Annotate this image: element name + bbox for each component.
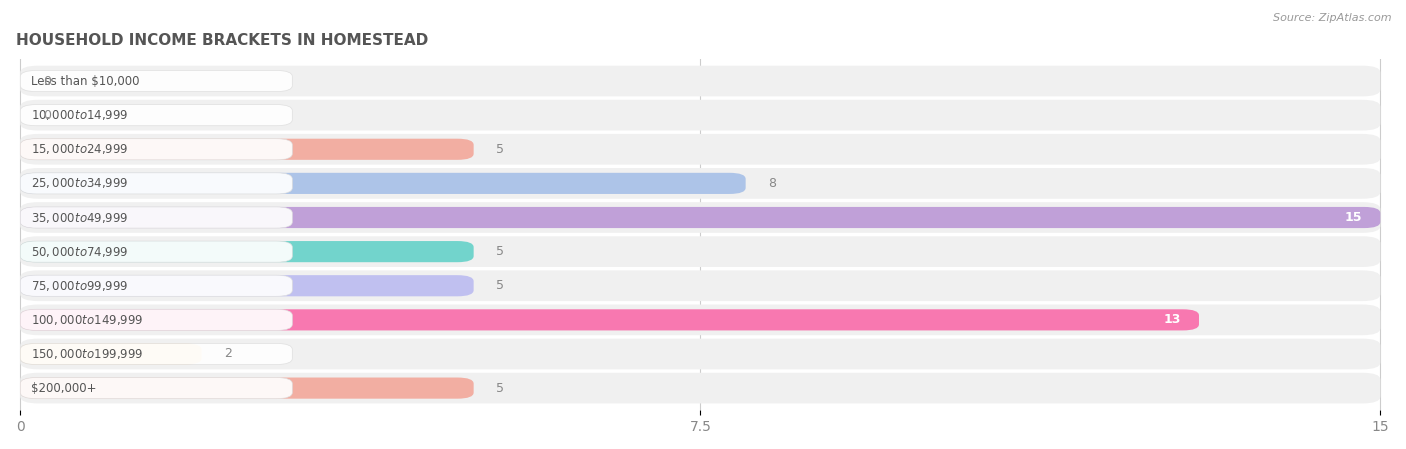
Text: $50,000 to $74,999: $50,000 to $74,999 [31,245,129,259]
FancyBboxPatch shape [20,100,1381,131]
FancyBboxPatch shape [20,378,292,399]
FancyBboxPatch shape [20,275,292,296]
Text: 8: 8 [768,177,776,190]
Text: $100,000 to $149,999: $100,000 to $149,999 [31,313,143,327]
Text: 2: 2 [225,348,232,361]
FancyBboxPatch shape [20,309,1199,330]
Text: $150,000 to $199,999: $150,000 to $199,999 [31,347,143,361]
Text: $25,000 to $34,999: $25,000 to $34,999 [31,176,129,190]
FancyBboxPatch shape [20,236,1381,267]
Text: $10,000 to $14,999: $10,000 to $14,999 [31,108,129,122]
FancyBboxPatch shape [20,207,292,228]
FancyBboxPatch shape [20,66,1381,97]
FancyBboxPatch shape [20,275,474,296]
Text: 5: 5 [496,279,505,292]
FancyBboxPatch shape [20,139,474,160]
Text: 13: 13 [1164,313,1181,326]
FancyBboxPatch shape [20,339,1381,370]
Text: HOUSEHOLD INCOME BRACKETS IN HOMESTEAD: HOUSEHOLD INCOME BRACKETS IN HOMESTEAD [15,33,427,48]
Text: 5: 5 [496,245,505,258]
FancyBboxPatch shape [20,241,292,262]
Text: 0: 0 [44,75,51,88]
FancyBboxPatch shape [20,105,292,126]
FancyBboxPatch shape [20,343,201,365]
FancyBboxPatch shape [20,173,745,194]
Text: 5: 5 [496,382,505,395]
Text: 15: 15 [1344,211,1362,224]
FancyBboxPatch shape [20,241,474,262]
Text: $75,000 to $99,999: $75,000 to $99,999 [31,279,129,293]
Text: $35,000 to $49,999: $35,000 to $49,999 [31,211,129,224]
Text: $200,000+: $200,000+ [31,382,97,395]
FancyBboxPatch shape [20,270,1381,301]
FancyBboxPatch shape [20,304,1381,335]
FancyBboxPatch shape [20,139,292,160]
Text: Source: ZipAtlas.com: Source: ZipAtlas.com [1274,13,1392,23]
FancyBboxPatch shape [20,168,1381,199]
FancyBboxPatch shape [20,343,292,365]
FancyBboxPatch shape [20,207,1381,228]
FancyBboxPatch shape [20,202,1381,233]
FancyBboxPatch shape [20,134,1381,165]
Text: 0: 0 [44,109,51,122]
FancyBboxPatch shape [20,373,1381,404]
FancyBboxPatch shape [20,173,292,194]
Text: $15,000 to $24,999: $15,000 to $24,999 [31,142,129,156]
FancyBboxPatch shape [20,378,474,399]
Text: 5: 5 [496,143,505,156]
FancyBboxPatch shape [20,309,292,330]
FancyBboxPatch shape [20,70,292,92]
Text: Less than $10,000: Less than $10,000 [31,75,139,88]
